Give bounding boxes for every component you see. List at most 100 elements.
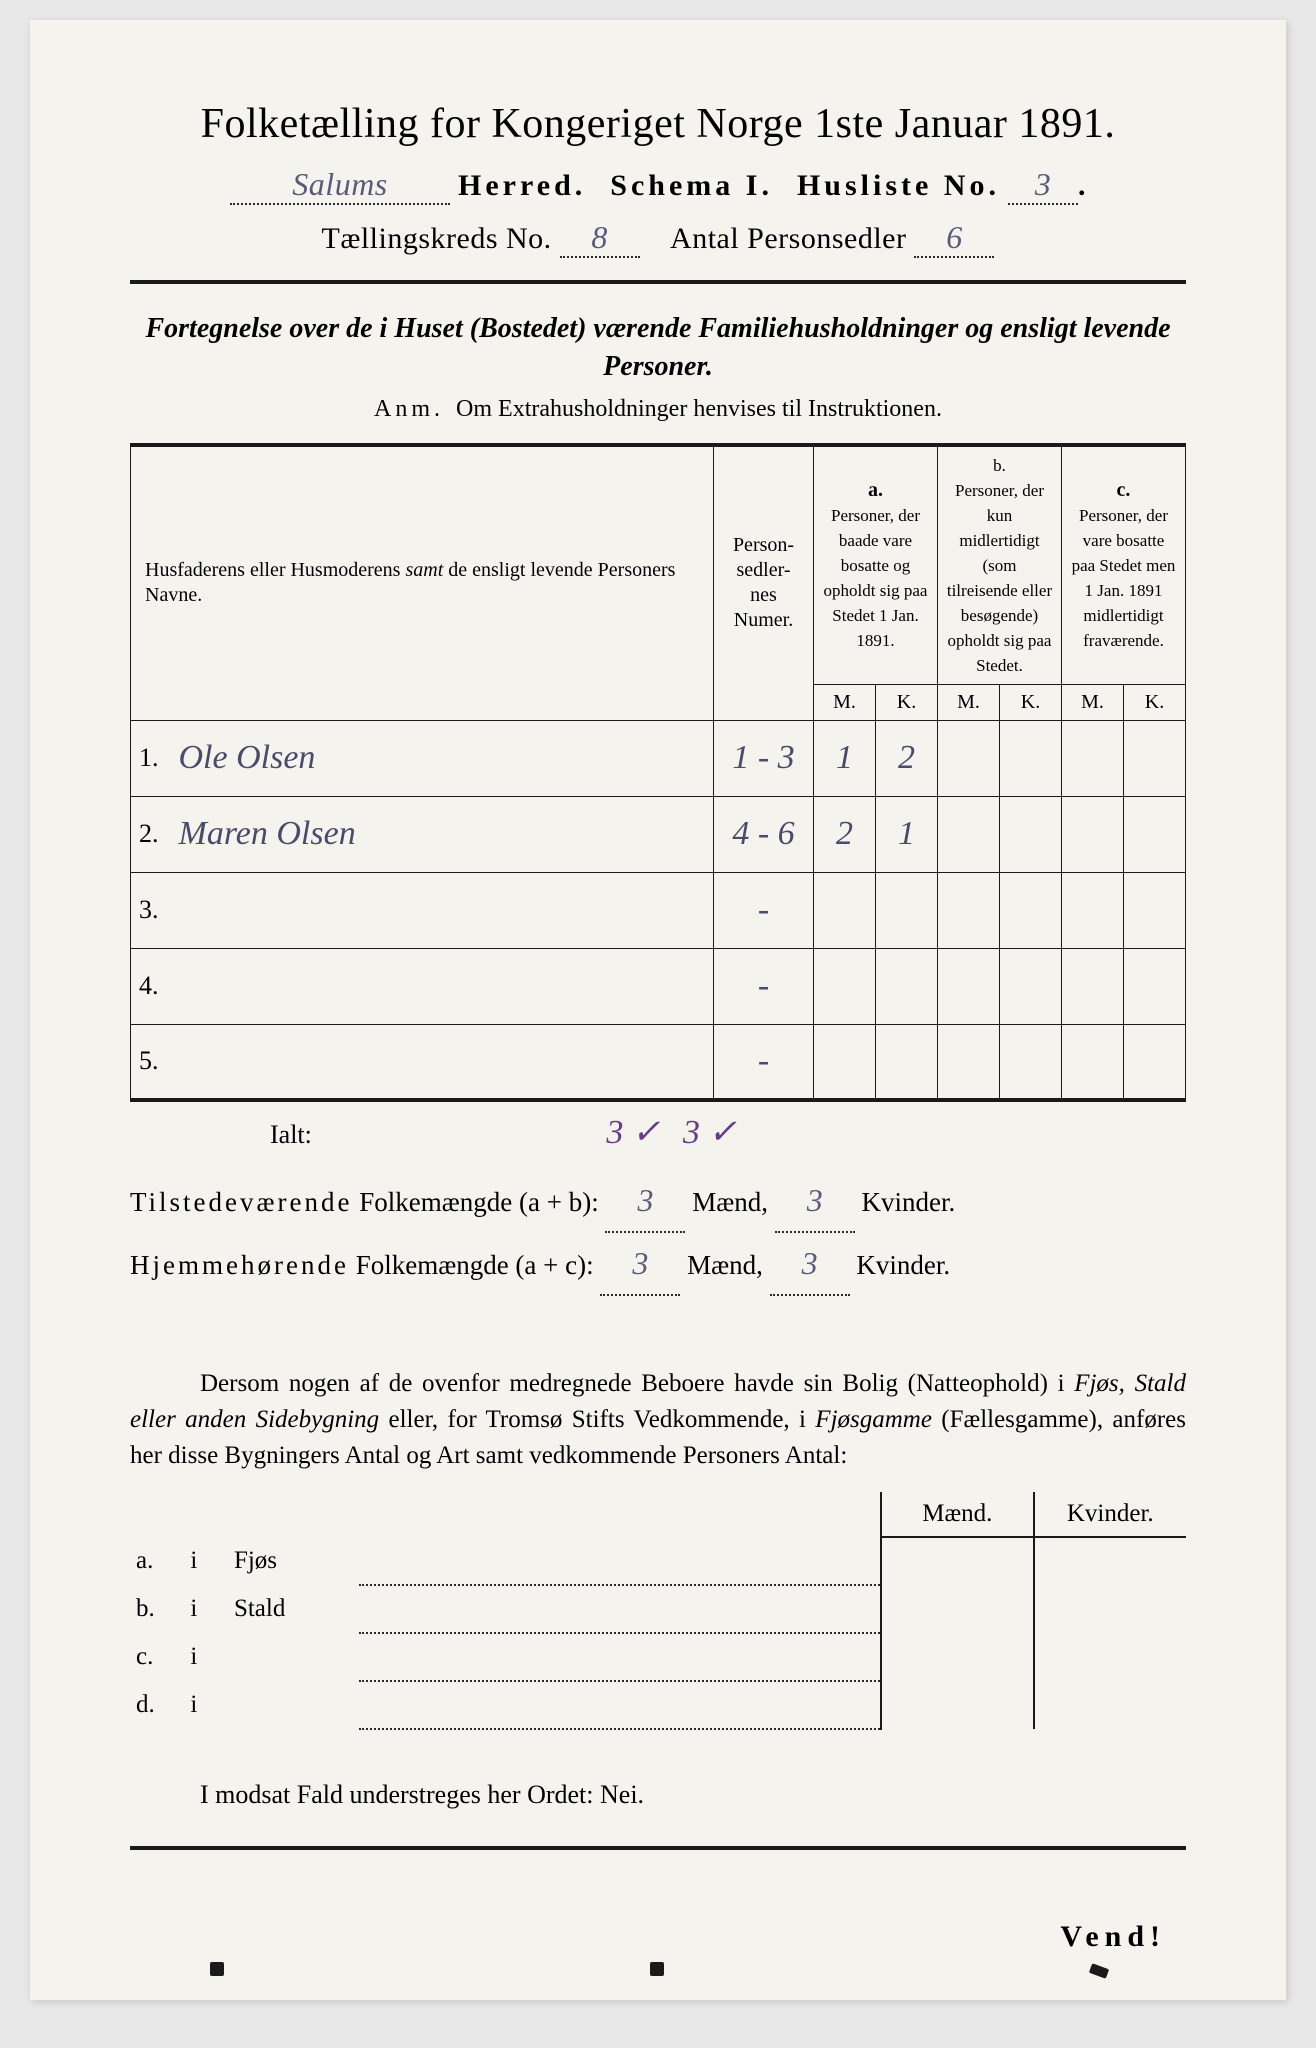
cell-b-m bbox=[938, 872, 1000, 948]
sum1-ku: Kvinder. bbox=[861, 1187, 955, 1217]
sum2-ku: Kvinder. bbox=[856, 1250, 950, 1280]
punch-hole bbox=[210, 1962, 224, 1976]
bldg-row-type: Fjøs bbox=[228, 1537, 359, 1585]
person-name: Maren Olsen bbox=[171, 796, 714, 872]
person-name bbox=[171, 872, 714, 948]
punch-hole bbox=[1089, 1963, 1109, 1979]
header-line-1: Salums Herred. Schema I. Husliste No. 3. bbox=[130, 166, 1186, 205]
bldg-row-k bbox=[1034, 1681, 1186, 1729]
col-b-header: b. Personer, der kun midlertidigt (som t… bbox=[938, 445, 1062, 685]
bldg-row-m bbox=[881, 1585, 1033, 1633]
col-c-header: c. Personer, der vare bosatte paa Stedet… bbox=[1062, 445, 1186, 685]
table-row: 3. - bbox=[131, 872, 1186, 948]
cell-a-k bbox=[876, 1024, 938, 1100]
cell-a-m bbox=[814, 1024, 876, 1100]
cell-a-m bbox=[814, 948, 876, 1024]
divider bbox=[130, 280, 1186, 284]
sum1-m: 3 bbox=[605, 1170, 685, 1233]
cell-c-m bbox=[1062, 796, 1124, 872]
sum1-b: Folkemængde (a + b): bbox=[359, 1187, 598, 1217]
bldg-row-label: a. bbox=[130, 1537, 184, 1585]
cell-c-k bbox=[1124, 1024, 1186, 1100]
bldg-row-label: d. bbox=[130, 1681, 184, 1729]
person-name: Ole Olsen bbox=[171, 720, 714, 796]
herred-value: Salums bbox=[230, 166, 450, 205]
sum1-mu: Mænd, bbox=[692, 1187, 768, 1217]
cell-c-m bbox=[1062, 872, 1124, 948]
sum2-b: Folkemængde (a + c): bbox=[356, 1250, 594, 1280]
table-row: 4.- bbox=[131, 948, 1186, 1024]
table-row: 2.Maren Olsen4 - 621 bbox=[131, 796, 1186, 872]
page-title: Folketælling for Kongeriget Norge 1ste J… bbox=[130, 100, 1186, 148]
punch-hole bbox=[650, 1962, 664, 1976]
building-paragraph: Dersom nogen af de ovenfor medregnede Be… bbox=[130, 1366, 1186, 1475]
cell-c-k bbox=[1124, 720, 1186, 796]
antal-value: 6 bbox=[914, 219, 994, 258]
cell-b-m bbox=[938, 1024, 1000, 1100]
ialt-k: 3 ✓ bbox=[675, 1112, 745, 1152]
bldg-row-i: i bbox=[184, 1585, 228, 1633]
person-name bbox=[171, 1024, 714, 1100]
bldg-row-m bbox=[881, 1537, 1033, 1585]
cell-a-k: 2 bbox=[876, 720, 938, 796]
cell-b-m bbox=[938, 948, 1000, 1024]
col-b-m: M. bbox=[938, 684, 1000, 720]
bldg-row-type bbox=[228, 1633, 359, 1681]
building-row: d.i bbox=[130, 1681, 1186, 1729]
cell-a-m bbox=[814, 872, 876, 948]
bldg-row-dots bbox=[359, 1633, 882, 1681]
cell-c-m bbox=[1062, 1024, 1124, 1100]
kreds-label: Tællingskreds No. bbox=[322, 222, 552, 255]
cell-c-k bbox=[1124, 872, 1186, 948]
sum1-k: 3 bbox=[775, 1170, 855, 1233]
bldg-row-i: i bbox=[184, 1633, 228, 1681]
schema-label: Schema I. bbox=[610, 169, 773, 202]
cell-b-m bbox=[938, 720, 1000, 796]
sum2-m: 3 bbox=[600, 1233, 680, 1296]
ialt-label: Ialt: bbox=[270, 1120, 312, 1150]
personsedler-num: 1 - 3 bbox=[714, 720, 814, 796]
header-line-2: Tællingskreds No. 8 Antal Personsedler 6 bbox=[130, 219, 1186, 258]
cell-c-m bbox=[1062, 720, 1124, 796]
col-c-k: K. bbox=[1124, 684, 1186, 720]
row-number: 3. bbox=[131, 872, 171, 948]
bldg-row-k bbox=[1034, 1537, 1186, 1585]
main-table: Husfaderens eller Husmoderens samt de en… bbox=[130, 443, 1186, 1103]
bldg-row-label: b. bbox=[130, 1585, 184, 1633]
bldg-row-type: Stald bbox=[228, 1585, 359, 1633]
nei-line: I modsat Fald understreges her Ordet: Ne… bbox=[130, 1780, 1186, 1810]
building-row: a.iFjøs bbox=[130, 1537, 1186, 1585]
sum2-a: Hjemmehørende bbox=[130, 1250, 349, 1280]
bldg-row-dots bbox=[359, 1537, 882, 1585]
kreds-value: 8 bbox=[560, 219, 640, 258]
bldg-row-i: i bbox=[184, 1537, 228, 1585]
cell-b-k bbox=[1000, 948, 1062, 1024]
cell-b-m bbox=[938, 796, 1000, 872]
anm-line: Anm. Om Extrahusholdninger henvises til … bbox=[130, 396, 1186, 423]
personsedler-num: 4 - 6 bbox=[714, 796, 814, 872]
personsedler-num: - bbox=[714, 872, 814, 948]
cell-a-k bbox=[876, 948, 938, 1024]
bldg-row-m bbox=[881, 1633, 1033, 1681]
cell-a-k: 1 bbox=[876, 796, 938, 872]
cell-c-k bbox=[1124, 796, 1186, 872]
bldg-row-k bbox=[1034, 1633, 1186, 1681]
col-a-header: a. Personer, der baade vare bosatte og o… bbox=[814, 445, 938, 685]
cell-a-k bbox=[876, 872, 938, 948]
sum2-k: 3 bbox=[770, 1233, 850, 1296]
row-number: 4. bbox=[131, 948, 171, 1024]
bldg-m-header: Mænd. bbox=[881, 1492, 1033, 1537]
sum1-a: Tilstedeværende bbox=[130, 1187, 353, 1217]
herred-label: Herred. bbox=[458, 169, 586, 202]
ialt-row: Ialt: 3 ✓ 3 ✓ bbox=[130, 1112, 1186, 1152]
ialt-m: 3 ✓ bbox=[598, 1112, 668, 1152]
building-row: b.iStald bbox=[130, 1585, 1186, 1633]
husliste-label: Husliste No. bbox=[797, 169, 1000, 202]
cell-b-k bbox=[1000, 796, 1062, 872]
person-name bbox=[171, 948, 714, 1024]
divider-bottom bbox=[130, 1846, 1186, 1850]
cell-a-m: 1 bbox=[814, 720, 876, 796]
cell-b-k bbox=[1000, 720, 1062, 796]
census-form-page: Folketælling for Kongeriget Norge 1ste J… bbox=[30, 20, 1286, 2000]
bldg-row-dots bbox=[359, 1585, 882, 1633]
